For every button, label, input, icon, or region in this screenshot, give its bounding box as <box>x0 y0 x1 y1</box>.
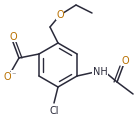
Text: O: O <box>56 10 64 20</box>
Text: O: O <box>121 56 129 66</box>
Text: O: O <box>9 32 17 42</box>
Text: Cl: Cl <box>49 106 59 116</box>
Text: NH: NH <box>93 67 107 77</box>
Text: ⁻: ⁻ <box>12 70 16 80</box>
Text: O: O <box>3 72 11 82</box>
